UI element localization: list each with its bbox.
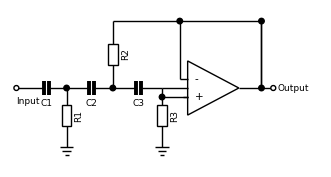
- Circle shape: [14, 85, 19, 90]
- Circle shape: [259, 85, 264, 91]
- FancyBboxPatch shape: [108, 44, 118, 65]
- Text: C1: C1: [41, 99, 53, 108]
- Text: C3: C3: [132, 99, 144, 108]
- FancyBboxPatch shape: [157, 105, 167, 126]
- Circle shape: [110, 85, 116, 91]
- Text: R1: R1: [74, 110, 83, 122]
- Text: R2: R2: [121, 49, 130, 61]
- Text: C2: C2: [85, 99, 97, 108]
- Text: R3: R3: [170, 110, 179, 122]
- Text: Input: Input: [16, 97, 40, 106]
- Circle shape: [64, 85, 69, 91]
- Text: +: +: [195, 92, 203, 102]
- Text: Output: Output: [277, 84, 309, 93]
- FancyBboxPatch shape: [62, 105, 71, 126]
- Circle shape: [177, 18, 182, 24]
- Text: -: -: [195, 74, 198, 84]
- Circle shape: [259, 18, 264, 24]
- Circle shape: [271, 85, 276, 90]
- Circle shape: [159, 94, 165, 100]
